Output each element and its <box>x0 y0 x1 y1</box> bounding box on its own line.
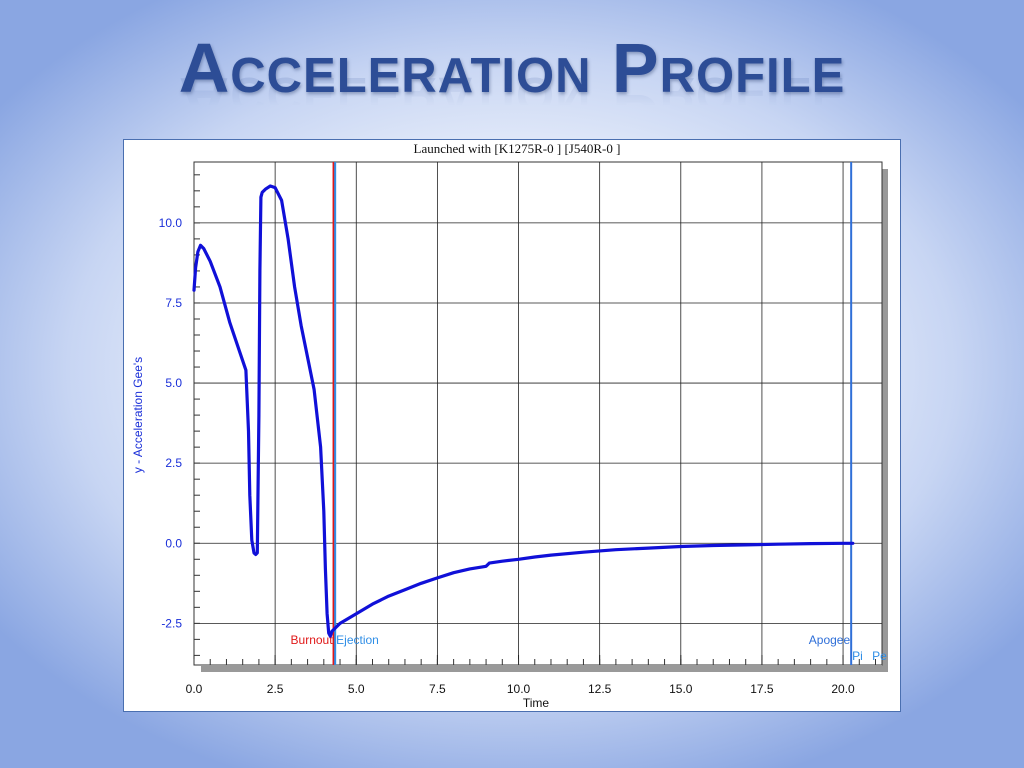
plot-area <box>193 161 883 666</box>
y-tick-label: 0.0 <box>165 536 182 550</box>
series-line <box>192 184 855 638</box>
tick-label-layer: 0.0 2.5 5.0 7.5 10.0 12.5 15.0 17.5 20.0 -2.5 0.0 2… <box>159 216 855 696</box>
chart-frame: Launched with [K1275R-0 ] [J540R-0 ] Bur… <box>123 139 901 712</box>
y-tick-label: -2.5 <box>161 616 182 630</box>
y-tick-label: 5.0 <box>165 376 182 390</box>
x-tick-label: 2.5 <box>267 682 284 696</box>
marker-extra-label: Pe <box>872 649 887 663</box>
x-axis-label: Time <box>523 696 550 710</box>
plot-shadow-right <box>882 169 888 672</box>
marker-label-burnout: Burnout <box>291 633 334 647</box>
marker-extra-label: Pi <box>852 649 863 663</box>
minor-tick-layer <box>193 174 877 665</box>
y-tick-label: 10.0 <box>159 216 183 230</box>
x-tick-label: 20.0 <box>831 682 855 696</box>
x-tick-label: 5.0 <box>348 682 365 696</box>
x-tick-label: 0.0 <box>186 682 203 696</box>
x-tick-label: 12.5 <box>588 682 612 696</box>
y-tick-label: 7.5 <box>165 296 182 310</box>
x-tick-label: 17.5 <box>750 682 774 696</box>
plot-shadow-bottom <box>201 666 888 672</box>
x-tick-label: 15.0 <box>669 682 693 696</box>
slide-title: Acceleration Profile <box>178 29 846 107</box>
marker-label-ejection: Ejection <box>336 633 379 647</box>
acceleration-chart: Launched with [K1275R-0 ] [J540R-0 ] Bur… <box>131 141 888 710</box>
x-tick-label: 10.0 <box>507 682 531 696</box>
chart-title: Launched with [K1275R-0 ] [J540R-0 ] <box>414 141 621 156</box>
y-tick-label: 2.5 <box>165 456 182 470</box>
grid-layer <box>193 162 882 665</box>
y-axis-label: y - Acceleration Gee's <box>131 357 145 473</box>
x-tick-label: 7.5 <box>429 682 446 696</box>
marker-label-apogee: Apogee <box>809 633 851 647</box>
series-layer <box>192 184 855 638</box>
